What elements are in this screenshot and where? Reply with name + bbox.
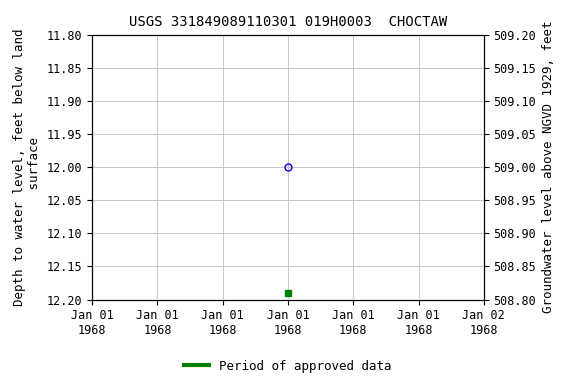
Legend: Period of approved data: Period of approved data [179,355,397,378]
Title: USGS 331849089110301 019H0003  CHOCTAW: USGS 331849089110301 019H0003 CHOCTAW [129,15,447,29]
Y-axis label: Groundwater level above NGVD 1929, feet: Groundwater level above NGVD 1929, feet [542,21,555,313]
Y-axis label: Depth to water level, feet below land
 surface: Depth to water level, feet below land su… [13,28,41,306]
